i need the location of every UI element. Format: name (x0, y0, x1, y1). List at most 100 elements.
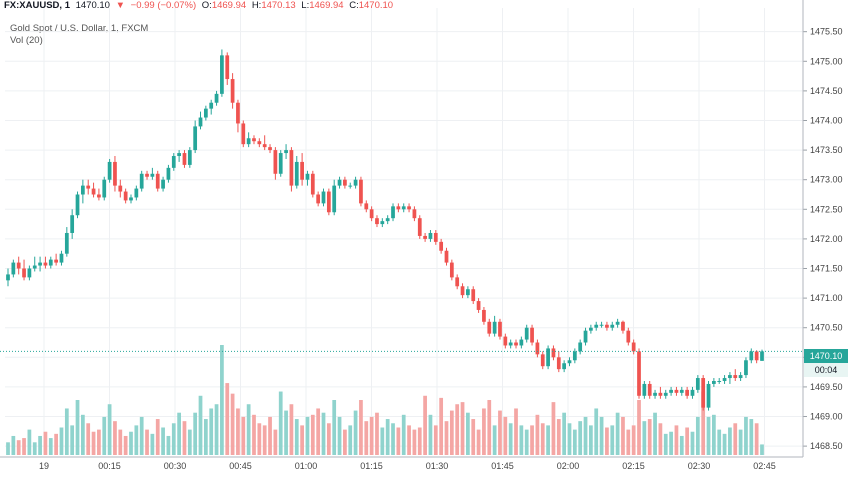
volume-bar (391, 423, 395, 455)
volume-bar (369, 416, 374, 455)
candle-body (594, 324, 599, 328)
x-tick-label: 00:30 (164, 461, 187, 471)
volume-bar (444, 421, 449, 455)
candle-body (540, 354, 545, 367)
volume-bar (182, 421, 187, 455)
candle-body (749, 351, 754, 361)
y-tick-label: 1471.50 (810, 264, 843, 274)
candle-body (209, 102, 214, 109)
volume-bar (86, 423, 91, 455)
volume-bar (594, 408, 599, 455)
volume-bar (449, 410, 454, 455)
candle-body (32, 265, 37, 269)
candle-body (567, 360, 572, 364)
candle-body (492, 321, 497, 334)
candle-body (551, 348, 556, 358)
volume-bar (289, 404, 294, 455)
volume-bar (343, 429, 347, 455)
volume-bar (717, 429, 722, 455)
volume-bar (530, 425, 534, 455)
candle-body (155, 173, 160, 189)
candle-body (353, 179, 358, 186)
candle-body (653, 392, 657, 396)
volume-bar (653, 412, 657, 455)
volume-bar (166, 435, 171, 455)
volume-bar (273, 429, 278, 455)
volume-bar (503, 416, 508, 455)
candle-body (6, 274, 10, 281)
candle-body (310, 173, 315, 195)
volume-bar (38, 435, 42, 455)
candle-body (369, 209, 374, 219)
volume-bar (150, 433, 155, 455)
candle-body (428, 232, 433, 239)
candle-body (203, 108, 208, 118)
candle-body (722, 378, 727, 381)
volume-bar (744, 416, 748, 455)
candle-body (86, 185, 91, 189)
volume-bar (637, 400, 641, 455)
candle-body (230, 79, 235, 103)
volume-bar (583, 416, 588, 455)
y-tick-label: 1468.50 (810, 441, 843, 451)
volume-indicator-label[interactable]: Vol (20) (10, 35, 43, 46)
candle-body (80, 185, 85, 195)
candle-body (433, 232, 438, 242)
candle-body (278, 153, 283, 174)
candle-body (631, 342, 636, 352)
candle-body (455, 277, 460, 287)
candle-body (599, 324, 604, 326)
candle-body (134, 188, 139, 198)
candle-body (364, 203, 369, 210)
volume-bar (118, 429, 123, 455)
volume-bar (236, 408, 240, 455)
candle-body (187, 150, 192, 165)
candle-body (22, 268, 26, 278)
candle-body (91, 188, 96, 195)
volume-bar (22, 438, 26, 455)
x-tick-label: 02:15 (622, 461, 645, 471)
volume-bar (359, 400, 363, 455)
candle-body (439, 241, 444, 251)
last-price-tag: 1470.10 (804, 349, 848, 363)
y-tick-label: 1469.00 (810, 412, 843, 422)
volume-bar (161, 427, 165, 455)
candle-body (401, 206, 406, 210)
last-price: 1470.10 (75, 0, 110, 11)
candle-body (321, 191, 326, 204)
volume-bar (316, 408, 321, 455)
x-tick-label: 02:00 (557, 461, 580, 471)
volume-bar (113, 421, 117, 455)
chart-title: Gold Spot / U.S. Dollar, 1, FXCM (10, 23, 149, 34)
volume-bar (562, 412, 567, 455)
low-value: 1469.94 (309, 0, 344, 11)
volume-bar (27, 429, 32, 455)
change-value: −0.99 (−0.07%) (130, 0, 197, 11)
volume-bar (337, 416, 342, 455)
volume-bar (70, 425, 75, 455)
volume-bar (455, 404, 460, 455)
volume-bar (749, 419, 754, 455)
volume-bar (364, 421, 369, 455)
candle-body (733, 375, 738, 379)
volume-bar (97, 429, 101, 455)
candle-body (145, 173, 149, 177)
volume-bar (733, 423, 738, 455)
candle-body (546, 348, 550, 367)
volume-bar (556, 419, 561, 455)
volume-bar (482, 408, 486, 455)
x-tick-label: 01:30 (426, 461, 449, 471)
volume-bar (198, 395, 203, 455)
candle-body (508, 342, 513, 346)
candle-body (113, 161, 117, 186)
y-tick-label: 1474.00 (810, 115, 843, 125)
volume-bar (187, 429, 192, 455)
x-tick-label: 01:00 (295, 461, 318, 471)
volume-bar (642, 421, 647, 455)
volume-bar (728, 427, 732, 455)
volume-bar (310, 414, 315, 455)
x-tick-label: 19 (39, 461, 49, 471)
candle-body (273, 150, 278, 174)
volume-bar (417, 427, 422, 455)
